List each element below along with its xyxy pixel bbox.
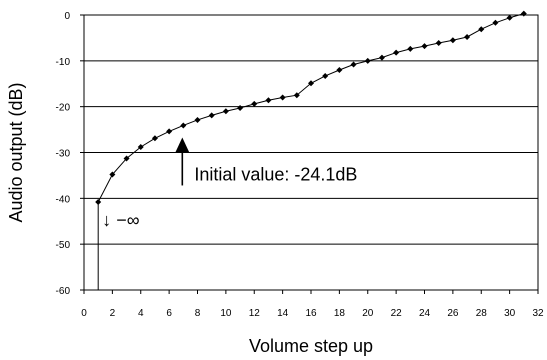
y-tick-label: -60 [56, 286, 71, 297]
x-tick-label: 12 [249, 308, 261, 319]
data-point [492, 19, 499, 26]
y-tick-label: -20 [56, 103, 71, 114]
y-tick-label: -30 [56, 149, 71, 160]
data-point [293, 92, 300, 99]
data-point [421, 43, 428, 50]
data-point [237, 105, 244, 112]
data-point [378, 54, 385, 61]
data-point [279, 94, 286, 101]
x-tick-label: 2 [110, 308, 116, 319]
data-point [137, 144, 144, 150]
data-point [364, 57, 371, 64]
data-points [95, 10, 527, 205]
data-point [194, 116, 201, 123]
data-point [393, 49, 400, 56]
initial-value-annotation: Initial value: -24.1dB [175, 137, 357, 186]
x-tick-label: 20 [362, 308, 374, 319]
data-point [208, 112, 215, 119]
data-point [506, 14, 513, 21]
y-axis-ticks: 0 -10 -20 -30 -40 -50 -60 [56, 11, 84, 297]
data-point [308, 80, 314, 87]
data-point [435, 39, 442, 46]
x-tick-label: 14 [277, 308, 289, 319]
data-point [166, 128, 173, 135]
x-tick-label: 8 [195, 308, 201, 319]
x-axis-ticks: 0 2 4 6 8 10 12 14 16 18 20 22 24 26 28 30 32 [81, 290, 544, 319]
x-tick-label: 6 [166, 308, 172, 319]
data-point [151, 135, 158, 142]
data-point [449, 37, 456, 44]
y-tick-label: 0 [64, 11, 70, 22]
data-point [464, 34, 471, 40]
x-tick-label: 18 [334, 308, 346, 319]
x-tick-label: 30 [504, 308, 516, 319]
y-tick-label: -10 [56, 57, 71, 68]
x-tick-label: 26 [447, 308, 459, 319]
data-point [322, 72, 329, 79]
y-tick-label: -50 [56, 240, 71, 251]
data-point [520, 10, 527, 17]
data-point [123, 155, 130, 162]
data-point [407, 45, 414, 52]
data-point [222, 108, 229, 115]
data-point [350, 61, 357, 68]
data-point [265, 97, 272, 104]
data-point [109, 171, 116, 178]
y-tick-label: -40 [56, 194, 71, 205]
data-point [251, 100, 258, 107]
x-tick-label: 0 [81, 308, 87, 319]
x-tick-label: 24 [419, 308, 431, 319]
data-point [478, 26, 485, 33]
x-tick-label: 4 [138, 308, 144, 319]
data-point [95, 199, 102, 205]
x-tick-label: 22 [391, 308, 403, 319]
x-tick-label: 10 [220, 308, 232, 319]
initial-value-label: Initial value: -24.1dB [194, 164, 357, 184]
data-point [336, 67, 343, 73]
x-tick-label: 32 [532, 308, 544, 319]
up-arrow-icon [175, 137, 190, 153]
data-point [180, 122, 187, 129]
y-axis-title: Audio output (dB) [6, 82, 26, 222]
x-axis-title: Volume step up [249, 336, 373, 356]
x-tick-label: 16 [305, 308, 317, 319]
x-tick-label: 28 [476, 308, 488, 319]
minus-infinity-label: ↓ −∞ [102, 210, 140, 230]
grid-lines [84, 60, 538, 245]
